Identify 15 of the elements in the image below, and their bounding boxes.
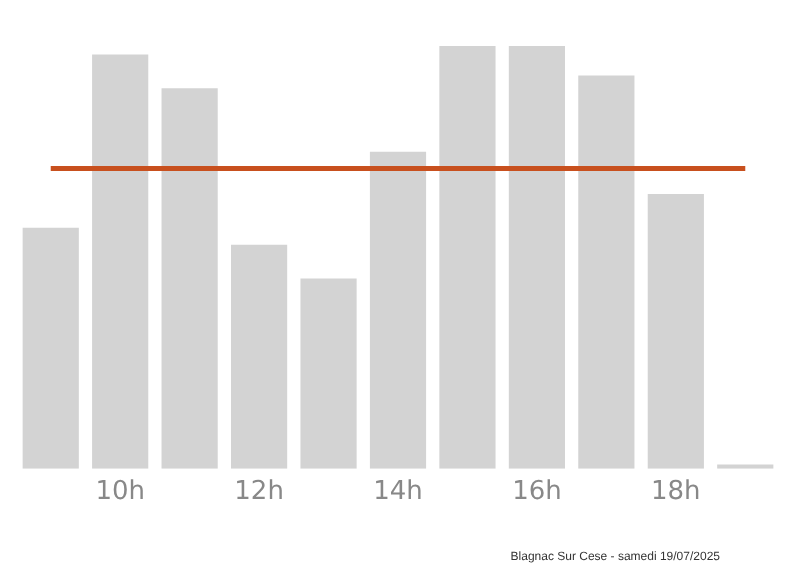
bar: [22, 227, 79, 469]
x-tick-label: 16h: [512, 477, 562, 508]
bar: [369, 151, 427, 469]
bar: [508, 46, 566, 469]
x-tick-label: 12h: [234, 477, 284, 508]
bar: [300, 278, 357, 469]
x-tick-label: 18h: [651, 477, 701, 508]
bar: [439, 46, 496, 469]
bar: [647, 193, 704, 469]
bar: [230, 244, 288, 469]
bar: [578, 75, 635, 469]
x-tick-label: 10h: [95, 477, 145, 508]
bar: [161, 88, 218, 469]
bar: [92, 54, 149, 469]
x-tick-label: 14h: [373, 477, 423, 508]
